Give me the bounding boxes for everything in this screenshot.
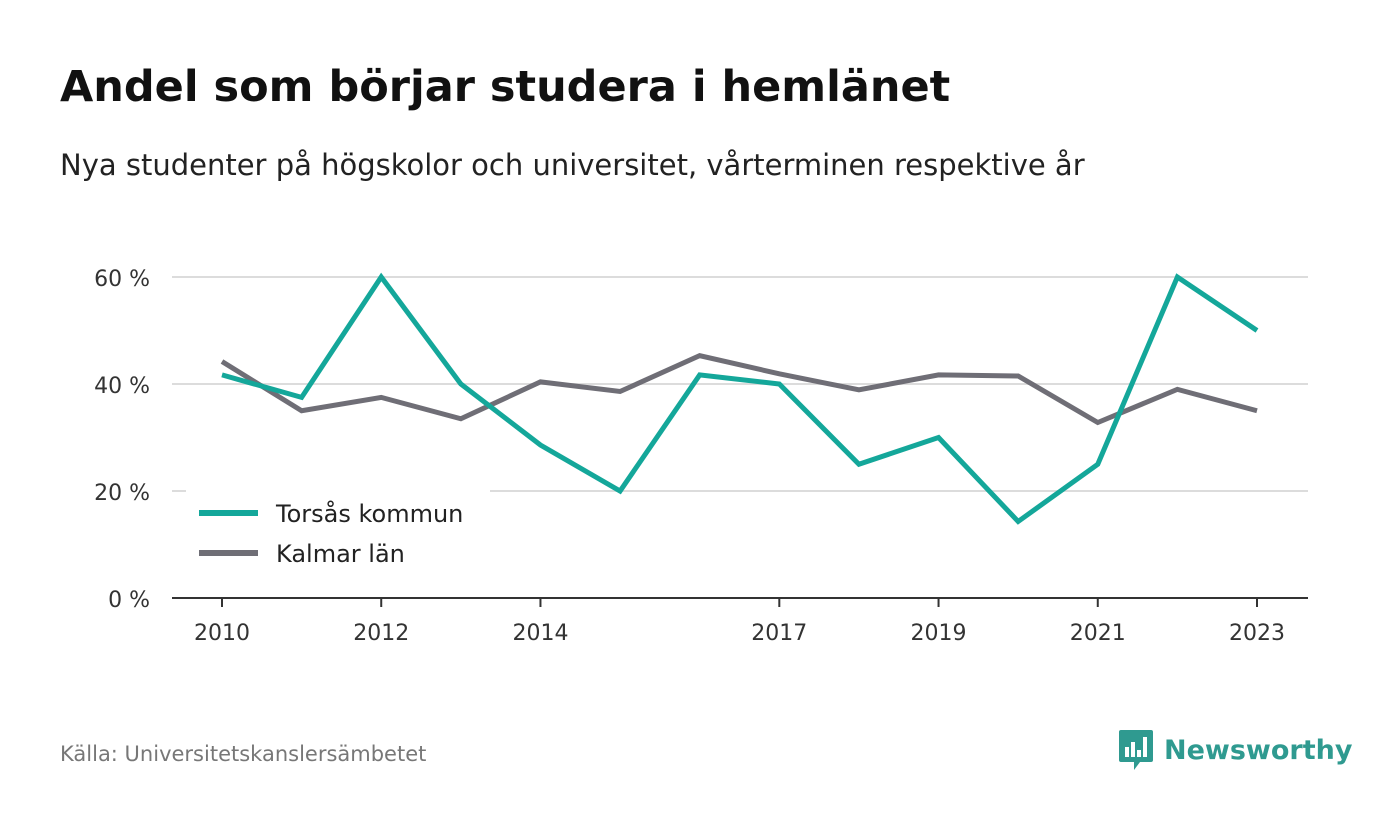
brand-logo: Newsworthy bbox=[1118, 728, 1352, 772]
x-tick-label: 2012 bbox=[353, 621, 409, 646]
series-line-2 bbox=[220, 353, 1258, 426]
y-axis-tick-labels: 0 % 20 % 40 % 60 % bbox=[94, 267, 150, 613]
brand-name: Newsworthy bbox=[1164, 734, 1353, 766]
line-chart: 0 % 20 % 40 % 60 % 2010 2012 2014 2017 2019 2021… bbox=[94, 267, 1308, 646]
series-lines bbox=[220, 272, 1259, 525]
gridlines bbox=[172, 276, 1308, 492]
legend-label-1: Torsås kommun bbox=[275, 499, 463, 528]
y-tick-label: 20 % bbox=[94, 481, 150, 506]
legend-background bbox=[186, 489, 490, 577]
y-tick-label: 40 % bbox=[94, 374, 150, 399]
legend: Torsås kommun Kalmar län bbox=[186, 489, 490, 577]
series-line-1 bbox=[221, 272, 1259, 525]
bar-chart-speech-bubble-icon bbox=[1119, 730, 1153, 770]
chart-title: Andel som börjar studera i hemlänet bbox=[60, 62, 951, 112]
source-note: Källa: Universitetskanslersämbetet bbox=[60, 742, 427, 766]
y-tick-label: 0 % bbox=[108, 588, 150, 613]
x-tick-label: 2019 bbox=[911, 621, 967, 646]
chart-subtitle: Nya studenter på högskolor och universit… bbox=[60, 148, 1085, 182]
x-tick-label: 2017 bbox=[751, 621, 807, 646]
x-tick-label: 2014 bbox=[512, 621, 568, 646]
x-tick-label: 2023 bbox=[1229, 621, 1285, 646]
legend-label-2: Kalmar län bbox=[276, 540, 405, 568]
x-tick-label: 2010 bbox=[194, 621, 250, 646]
x-axis bbox=[172, 597, 1308, 607]
x-tick-label: 2021 bbox=[1070, 621, 1126, 646]
x-axis-tick-labels: 2010 2012 2014 2017 2019 2021 2023 bbox=[194, 621, 1285, 646]
y-tick-label: 60 % bbox=[94, 267, 150, 292]
